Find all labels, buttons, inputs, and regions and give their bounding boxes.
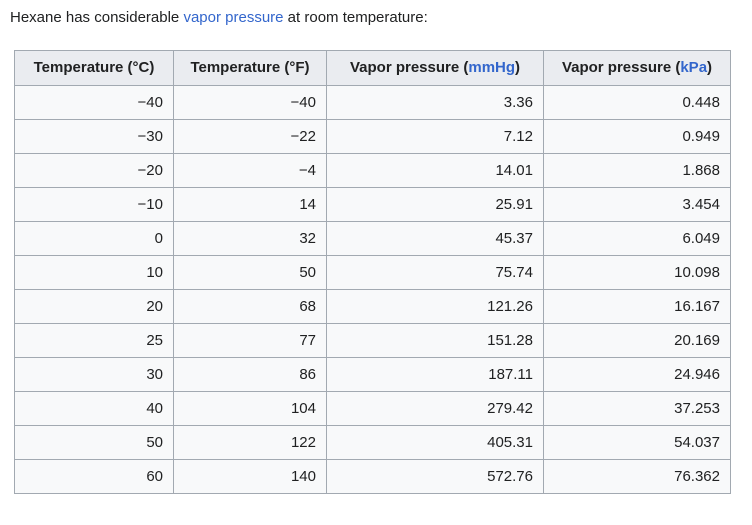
cell-pressure-mmhg: 45.37	[326, 221, 544, 256]
intro-text-before: Hexane has considerable	[10, 9, 184, 26]
cell-temp-f: 50	[173, 255, 327, 290]
table-row: −10 14 25.91 3.454	[14, 187, 731, 222]
header-temp-fahrenheit: Temperature (°F)	[173, 50, 327, 86]
table-row: 0 32 45.37 6.049	[14, 221, 731, 256]
table-row: 60 140 572.76 76.362	[14, 459, 731, 494]
cell-pressure-mmhg: 3.36	[326, 85, 544, 120]
cell-temp-c: 20	[14, 289, 174, 324]
cell-temp-f: 32	[173, 221, 327, 256]
cell-temp-f: 122	[173, 425, 327, 460]
cell-pressure-kpa: 1.868	[543, 153, 731, 188]
table-row: 30 86 187.11 24.946	[14, 357, 731, 392]
cell-temp-c: −10	[14, 187, 174, 222]
cell-temp-f: −40	[173, 85, 327, 120]
cell-pressure-kpa: 16.167	[543, 289, 731, 324]
cell-temp-c: −20	[14, 153, 174, 188]
cell-temp-f: 77	[173, 323, 327, 358]
cell-pressure-kpa: 0.949	[543, 119, 731, 154]
cell-temp-c: −40	[14, 85, 174, 120]
table-row: 10 50 75.74 10.098	[14, 255, 731, 290]
cell-pressure-mmhg: 151.28	[326, 323, 544, 358]
cell-temp-f: 140	[173, 459, 327, 494]
cell-temp-c: 10	[14, 255, 174, 290]
header-pressure-kpa: Vapor pressure (kPa)	[543, 50, 731, 86]
cell-temp-f: −22	[173, 119, 327, 154]
cell-temp-f: 86	[173, 357, 327, 392]
cell-pressure-mmhg: 572.76	[326, 459, 544, 494]
cell-pressure-kpa: 20.169	[543, 323, 731, 358]
cell-pressure-mmhg: 279.42	[326, 391, 544, 426]
cell-pressure-mmhg: 121.26	[326, 289, 544, 324]
cell-temp-c: 50	[14, 425, 174, 460]
cell-pressure-mmhg: 25.91	[326, 187, 544, 222]
cell-pressure-mmhg: 405.31	[326, 425, 544, 460]
cell-pressure-kpa: 37.253	[543, 391, 731, 426]
intro-sentence: Hexane has considerable vapor pressure a…	[0, 0, 752, 28]
cell-temp-c: 25	[14, 323, 174, 358]
table-row: 20 68 121.26 16.167	[14, 289, 731, 324]
table-row: 40 104 279.42 37.253	[14, 391, 731, 426]
cell-pressure-kpa: 76.362	[543, 459, 731, 494]
cell-pressure-mmhg: 187.11	[326, 357, 544, 392]
table-row: 25 77 151.28 20.169	[14, 323, 731, 358]
table-row: −40 −40 3.36 0.448	[14, 85, 731, 120]
kpa-link[interactable]: kPa	[680, 59, 708, 76]
cell-temp-c: 40	[14, 391, 174, 426]
cell-pressure-kpa: 3.454	[543, 187, 731, 222]
cell-pressure-kpa: 54.037	[543, 425, 731, 460]
table-row: −30 −22 7.12 0.949	[14, 119, 731, 154]
cell-temp-f: 14	[173, 187, 327, 222]
cell-temp-c: 30	[14, 357, 174, 392]
cell-pressure-kpa: 6.049	[543, 221, 731, 256]
vapor-pressure-table: Temperature (°C) Temperature (°F) Vapor …	[14, 50, 731, 494]
cell-temp-f: −4	[173, 153, 327, 188]
header-temp-celsius: Temperature (°C)	[14, 50, 174, 86]
table-row: 50 122 405.31 54.037	[14, 425, 731, 460]
cell-pressure-kpa: 24.946	[543, 357, 731, 392]
intro-text-after: at room temperature:	[283, 9, 428, 26]
cell-pressure-mmhg: 7.12	[326, 119, 544, 154]
table-header-row: Temperature (°C) Temperature (°F) Vapor …	[14, 50, 731, 86]
cell-temp-c: 60	[14, 459, 174, 494]
table-row: −20 −4 14.01 1.868	[14, 153, 731, 188]
cell-pressure-kpa: 10.098	[543, 255, 731, 290]
cell-temp-f: 68	[173, 289, 327, 324]
cell-temp-c: −30	[14, 119, 174, 154]
cell-pressure-kpa: 0.448	[543, 85, 731, 120]
cell-pressure-mmhg: 75.74	[326, 255, 544, 290]
vapor-pressure-link[interactable]: vapor pressure	[183, 9, 284, 26]
cell-temp-c: 0	[14, 221, 174, 256]
cell-temp-f: 104	[173, 391, 327, 426]
header-pressure-mmhg: Vapor pressure (mmHg)	[326, 50, 544, 86]
mmhg-link[interactable]: mmHg	[468, 59, 516, 76]
cell-pressure-mmhg: 14.01	[326, 153, 544, 188]
